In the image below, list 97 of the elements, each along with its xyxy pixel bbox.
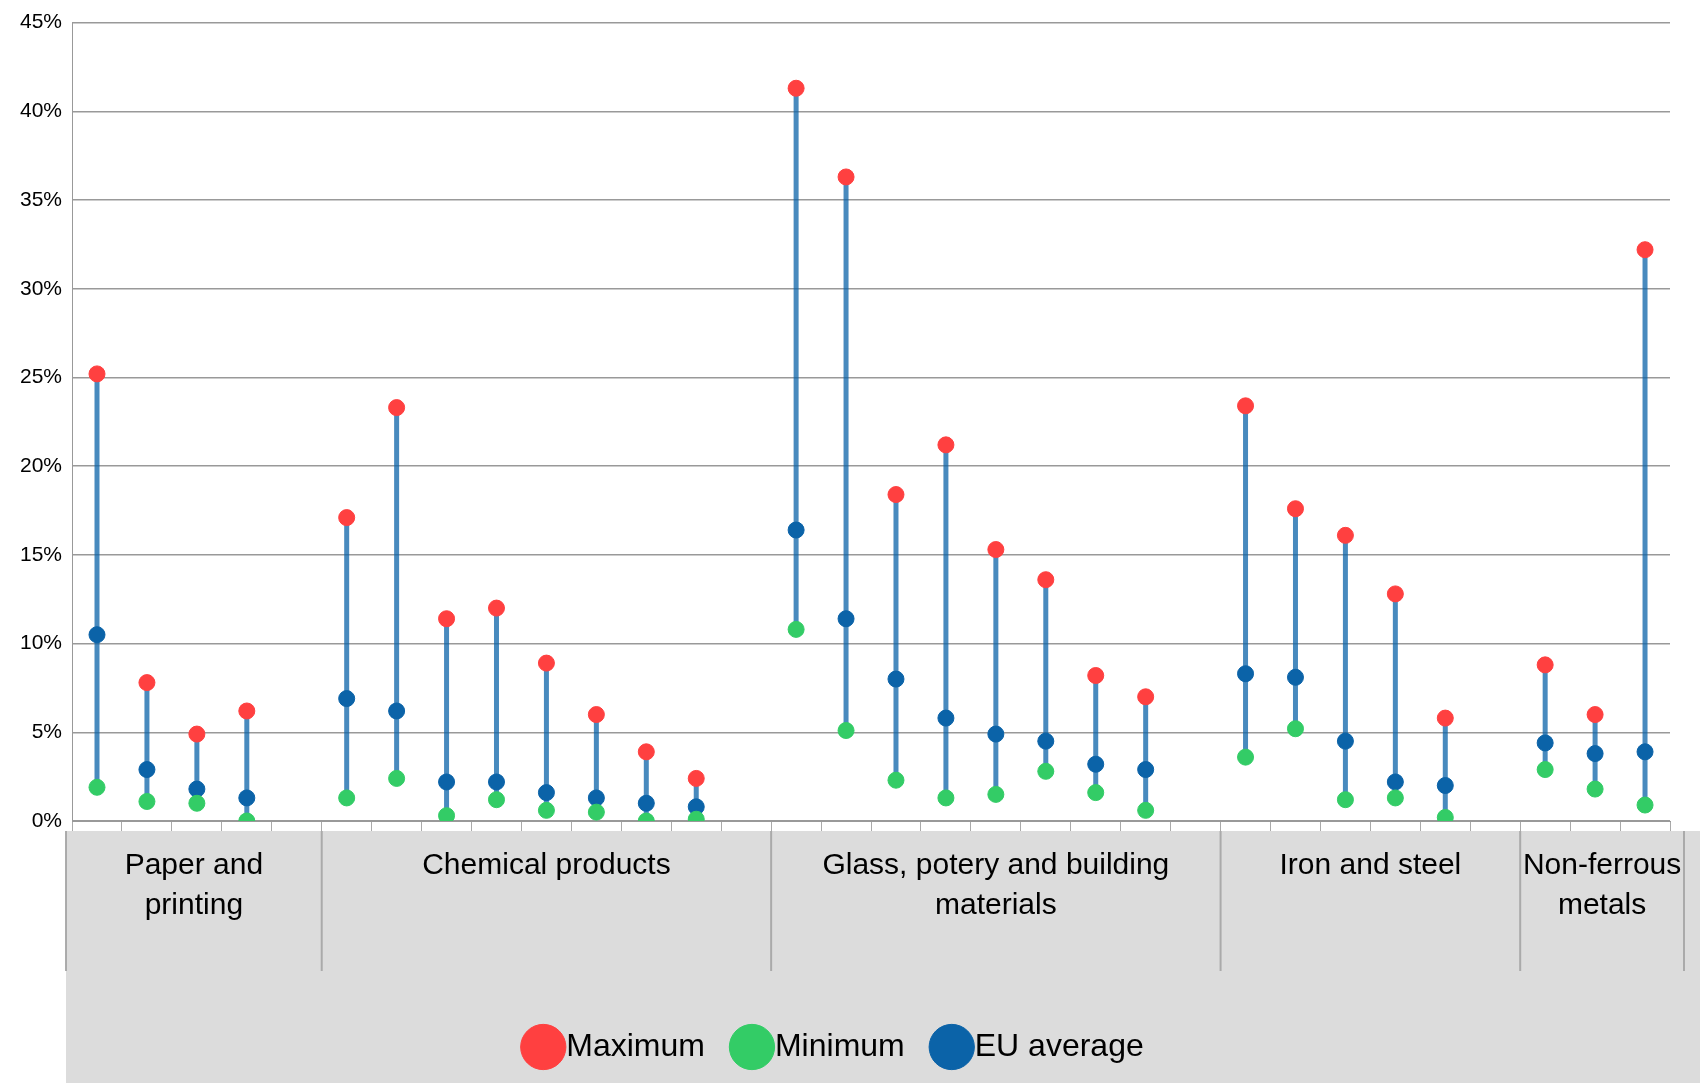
point [1586, 706, 1604, 724]
point [487, 773, 505, 791]
point [1586, 745, 1604, 763]
point [438, 610, 456, 628]
point [338, 690, 356, 708]
point [987, 785, 1005, 803]
point [388, 769, 406, 787]
y-tick-label: 15% [20, 541, 63, 565]
point [1037, 762, 1055, 780]
point [1087, 784, 1105, 802]
text: Chemical products [422, 847, 671, 881]
point [88, 626, 106, 644]
point [188, 725, 206, 743]
point [188, 780, 206, 798]
point [937, 709, 955, 727]
point [1636, 796, 1654, 814]
point [837, 168, 855, 186]
point [487, 599, 505, 617]
point [138, 674, 156, 692]
point [637, 743, 655, 761]
point [487, 791, 505, 809]
point [587, 803, 605, 821]
point [388, 702, 406, 720]
point [1286, 500, 1304, 518]
point [88, 778, 106, 796]
point [1137, 801, 1155, 819]
point [887, 670, 905, 688]
point [238, 789, 256, 807]
point [1336, 732, 1354, 750]
point [1386, 773, 1404, 791]
point [1436, 709, 1454, 727]
point [537, 654, 555, 672]
point [1436, 777, 1454, 795]
point [438, 773, 456, 791]
point [1037, 732, 1055, 750]
y-tick-label: 5% [31, 719, 63, 743]
point [338, 789, 356, 807]
point [338, 509, 356, 527]
point [1137, 761, 1155, 779]
point [537, 801, 555, 819]
point [1336, 791, 1354, 809]
point [837, 610, 855, 628]
text: Paper and printing [124, 847, 264, 921]
point [1636, 241, 1654, 259]
point [1087, 667, 1105, 685]
point [1536, 761, 1554, 779]
point [1237, 748, 1255, 766]
y-tick-label: 35% [20, 186, 63, 210]
point [1336, 526, 1354, 544]
text: Glass, potery and building materials [822, 847, 1170, 921]
point [937, 789, 955, 807]
point [1536, 734, 1554, 752]
point [1536, 656, 1554, 674]
y-tick-label: 10% [20, 630, 63, 654]
text: Iron and steel [1279, 847, 1462, 881]
point [388, 399, 406, 417]
point [1237, 665, 1255, 683]
point [787, 521, 805, 539]
point [787, 620, 805, 638]
y-tick-label: 45% [20, 9, 63, 33]
legend-label: Maximum [566, 1026, 705, 1063]
point [987, 725, 1005, 743]
point [1636, 743, 1654, 761]
legend-label: Minimum [774, 1026, 905, 1063]
y-tick-label: 30% [20, 275, 63, 299]
point [787, 79, 805, 97]
legend-label: EU average [974, 1026, 1144, 1063]
point [1286, 668, 1304, 686]
point [537, 784, 555, 802]
point [637, 794, 655, 812]
point [887, 486, 905, 504]
point [1137, 688, 1155, 706]
point [987, 541, 1005, 559]
point [1586, 780, 1604, 798]
text: Non-ferrous metals [1522, 847, 1682, 921]
y-tick-label: 25% [20, 364, 63, 388]
point [1386, 789, 1404, 807]
point [238, 702, 256, 720]
point [587, 789, 605, 807]
y-tick-label: 40% [20, 98, 63, 122]
point [438, 807, 456, 821]
y-tick-label: 0% [31, 807, 63, 831]
point [1087, 755, 1105, 773]
point [937, 436, 955, 454]
point [138, 792, 156, 810]
point [1037, 571, 1055, 589]
point [1386, 585, 1404, 603]
point [88, 365, 106, 383]
point [1286, 720, 1304, 738]
point [587, 706, 605, 724]
point [887, 771, 905, 789]
point [1237, 397, 1255, 415]
y-tick-label: 20% [20, 452, 63, 476]
point [687, 769, 705, 787]
point [188, 794, 206, 812]
point [138, 761, 156, 779]
point [837, 722, 855, 740]
